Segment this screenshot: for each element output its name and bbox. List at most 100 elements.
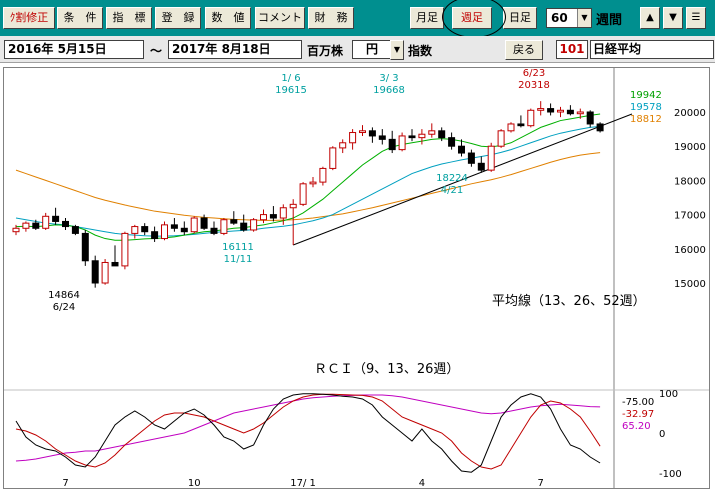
candle-body (200, 217, 208, 229)
candle-body (210, 227, 218, 234)
candle-body (517, 123, 525, 127)
y-tick-label: 18000 (674, 176, 706, 187)
rci13-line (15, 393, 601, 470)
rci-tick-label: 0 (659, 429, 665, 440)
start-date-field[interactable]: 2016年 5月15日 (4, 40, 144, 59)
toolbar-button-6[interactable]: 財 務 (308, 7, 354, 29)
toolbar-button-1[interactable]: 条 件 (57, 7, 103, 29)
candle-body (438, 130, 446, 139)
candle-body (507, 123, 515, 132)
chevron-down-icon[interactable]: ▼ (390, 40, 404, 60)
menu-button[interactable]: ☰ (686, 7, 706, 29)
toolbar-button-8[interactable]: 週足 (452, 7, 492, 29)
candle-body (279, 207, 287, 219)
candle-body (91, 260, 99, 284)
ma-value-label: 19942 (630, 90, 662, 101)
annotation-label: 18224 (436, 173, 468, 184)
index-code[interactable]: 101 (556, 40, 588, 59)
chart-frame[interactable]: 20000 19000 18000 17000 16000 15000 14864 6/24 1… (3, 67, 710, 489)
candle-body (398, 135, 406, 151)
annotation-label: 6/23 (523, 68, 545, 79)
candle-body (52, 215, 60, 222)
candle-body (32, 222, 40, 229)
candle-body (349, 132, 357, 144)
candle-body (42, 215, 50, 229)
date-range-bar: 2016年 5月15日 ～ 2017年 8月18日 百万株 円 ▼ 指数 戻る … (0, 36, 715, 63)
candle-body (309, 181, 317, 185)
x-tick-label: 7 (538, 478, 544, 488)
rci26-line (15, 394, 601, 462)
candle-body (566, 109, 574, 115)
candle-body (527, 109, 535, 127)
candle-body (260, 214, 267, 221)
candle-body (161, 224, 168, 240)
annotation-sublabel: 19668 (373, 85, 405, 96)
back-button[interactable]: 戻る (505, 40, 543, 60)
rci-value-label: -32.97 (622, 409, 654, 420)
ma-value-label: 19578 (630, 102, 662, 113)
x-tick-label: 17/ 1 (290, 478, 316, 488)
candle-body (418, 133, 426, 139)
rci-tick-label: 100 (659, 389, 678, 400)
x-tick-label: 10 (188, 478, 201, 488)
annotation-sublabel: 6/24 (53, 302, 75, 313)
candle-body (497, 130, 505, 147)
candle-body (576, 111, 584, 115)
toolbar-button-5[interactable]: コメント (255, 7, 305, 29)
annotation-label: 16111 (222, 242, 254, 253)
candle-body (289, 203, 297, 209)
scroll-down-button[interactable]: ▼ (663, 7, 683, 29)
candle-body (269, 214, 277, 219)
index-name: 日経平均 (590, 40, 714, 59)
toolbar-button-0[interactable]: ｸ割修正 (3, 7, 55, 29)
main-toolbar: ｸ割修正条 件指 標登 録数 値コメント財 務月足 週足 日足 60 ▼ 週間 ▲ ▼… (0, 0, 715, 38)
currency-value: 円 (365, 42, 378, 56)
toolbar-button-2[interactable]: 指 標 (106, 7, 152, 29)
rci9-line (15, 393, 601, 473)
candle-body (230, 219, 238, 224)
candle-body (250, 219, 258, 231)
candle-body (101, 261, 109, 284)
y-tick-label: 17000 (674, 211, 706, 222)
chart-title: 平均線（13、26、52週） (492, 293, 646, 309)
end-date-field[interactable]: 2017年 8月18日 (168, 40, 302, 59)
toolbar-button-4[interactable]: 数 値 (205, 7, 251, 29)
y-tick-label: 15000 (674, 279, 706, 290)
annotation-sublabel: 4/21 (441, 185, 463, 196)
candle-body (339, 142, 347, 149)
candle-body (319, 167, 327, 183)
candle-body (170, 224, 178, 229)
candle-body (388, 138, 396, 151)
trend-line (293, 113, 633, 246)
toolbar-button-7[interactable]: 月足 (410, 7, 444, 29)
toolbar-button-9[interactable]: 日足 (503, 7, 537, 29)
chevron-down-icon[interactable]: ▼ (577, 9, 591, 27)
toolbar-button-3[interactable]: 登 録 (155, 7, 201, 29)
candle-body (299, 183, 307, 205)
annotation-label: 3/ 3 (379, 73, 398, 84)
rci-value-label: -75.00 (622, 397, 654, 408)
candle-body (557, 109, 564, 113)
ma52-line (15, 152, 601, 221)
rci-title: ＲＣＩ（9、13、26週） (314, 362, 459, 377)
candle-body (537, 108, 545, 111)
candle-body (190, 217, 198, 233)
candle-body (180, 227, 188, 233)
period-value: 60 (551, 11, 568, 25)
x-tick-label: 4 (419, 478, 425, 488)
candle-body (62, 220, 69, 228)
candle-body (240, 222, 248, 231)
index-label: 指数 (408, 44, 433, 58)
candle-body (428, 130, 436, 135)
range-tilde: ～ (150, 44, 163, 58)
x-tick-label: 7 (62, 478, 68, 488)
period-select[interactable]: 60 ▼ (546, 8, 592, 28)
candle-body (378, 135, 386, 140)
y-tick-label: 16000 (674, 245, 706, 256)
currency-select[interactable]: 円 (352, 40, 392, 59)
candle-body (151, 231, 159, 240)
annotation-sublabel: 11/11 (224, 254, 253, 265)
candle-body (329, 147, 337, 169)
scroll-up-button[interactable]: ▲ (640, 7, 660, 29)
